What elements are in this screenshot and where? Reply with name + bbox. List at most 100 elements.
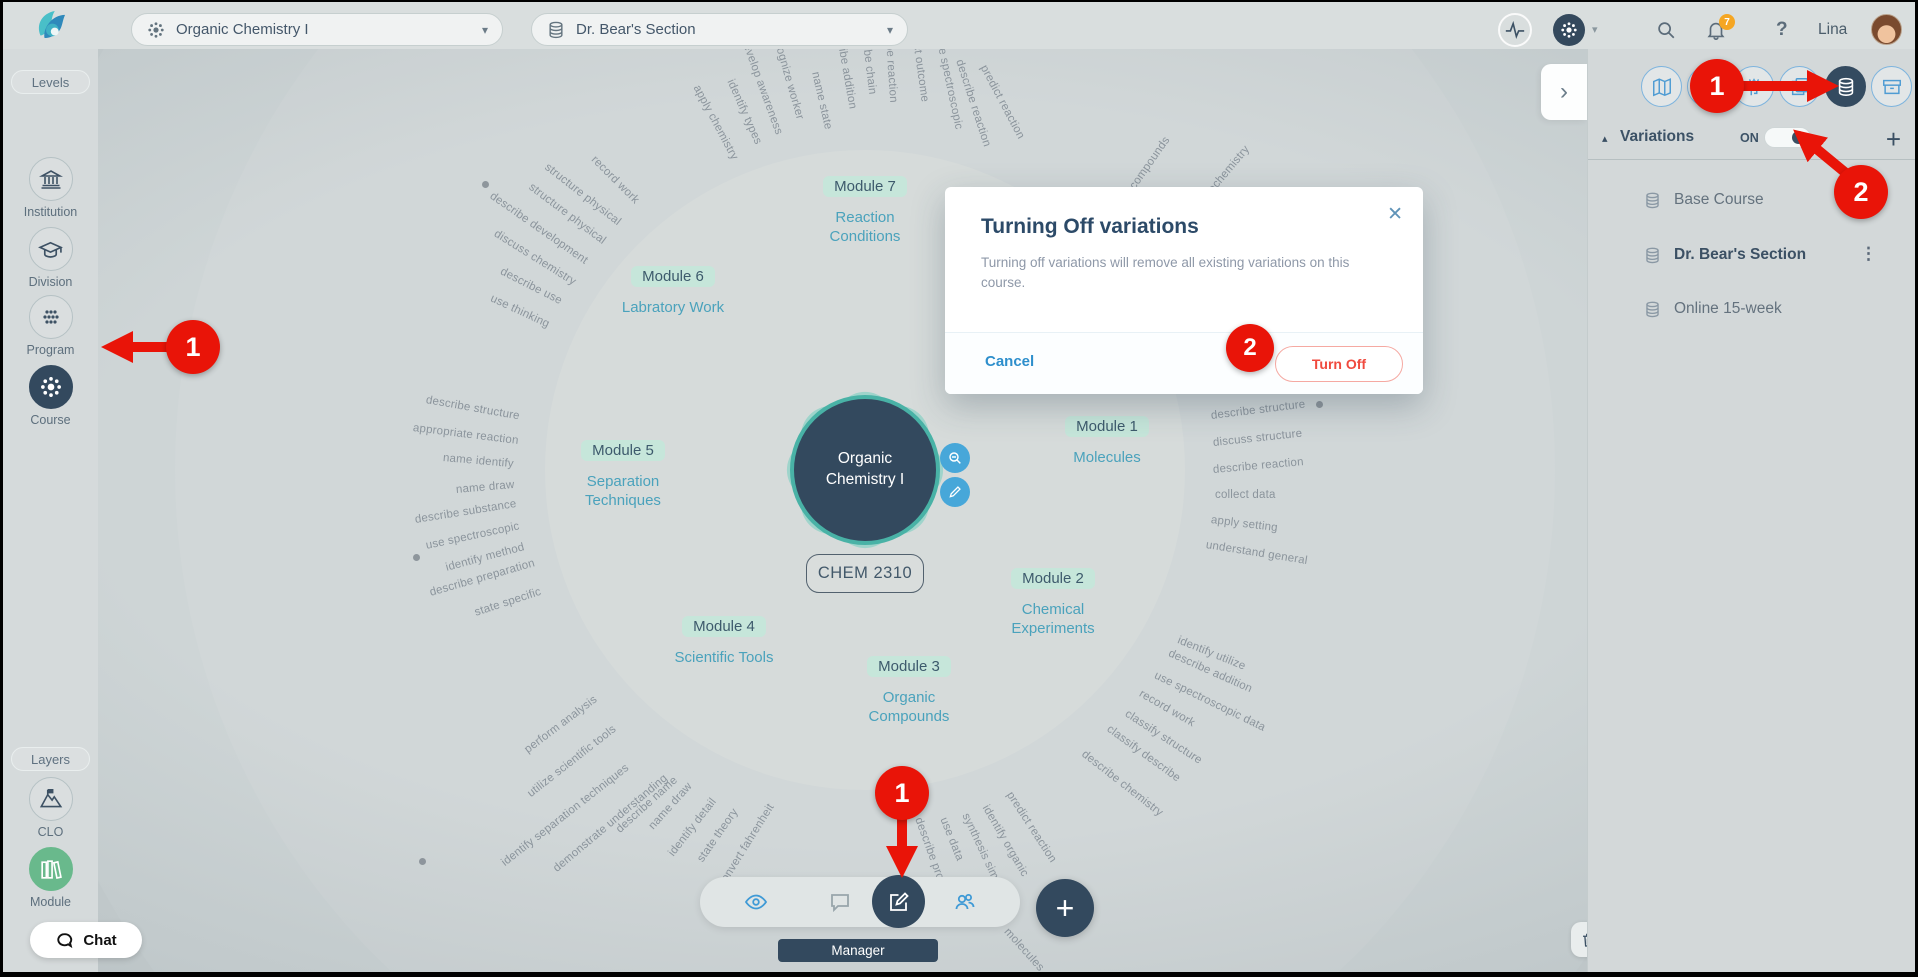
dialog-title: Turning Off variations: [981, 215, 1199, 238]
module-badge[interactable]: Module 5: [581, 440, 665, 461]
cancel-button[interactable]: Cancel: [985, 353, 1035, 370]
trash-button[interactable]: [1571, 922, 1587, 957]
variations-toggle[interactable]: [1764, 127, 1811, 148]
annotation-badge-1-database: 1: [1690, 59, 1744, 113]
sidebar-item-label: Institution: [23, 205, 78, 219]
add-variation-button[interactable]: +: [1885, 124, 1901, 154]
add-node-button[interactable]: +: [1036, 879, 1094, 937]
sidebar-item-institution[interactable]: Institution: [3, 157, 98, 219]
module-node-2[interactable]: Module 2 Chemical Experiments: [997, 568, 1109, 638]
module-name[interactable]: Reaction Conditions: [829, 209, 901, 246]
module-badge[interactable]: Module 7: [823, 176, 907, 197]
dialog-body-text: Turning off variations will remove all e…: [981, 255, 1350, 290]
bottom-toolbar: [700, 875, 1020, 928]
notifications-bell-icon[interactable]: [1705, 19, 1727, 41]
turn-off-button[interactable]: Turn Off: [1275, 346, 1403, 382]
levels-sidebar: Levels Institution Division Program Cour…: [3, 49, 98, 972]
books-icon: [41, 859, 62, 879]
molecule-icon: [146, 20, 166, 40]
archive-button[interactable]: [1871, 66, 1912, 107]
copy-pages-icon: [1791, 77, 1808, 95]
module-name[interactable]: Chemical Experiments: [1011, 601, 1095, 638]
view-eye-icon[interactable]: [744, 890, 768, 914]
chat-button[interactable]: Chat: [30, 922, 142, 958]
map-icon: [1652, 77, 1671, 96]
module-name[interactable]: Organic Compounds: [868, 689, 950, 726]
close-icon[interactable]: ✕: [1387, 204, 1403, 225]
zoom-out-node-button[interactable]: [940, 443, 970, 473]
module-node-4[interactable]: Module 4 Scientific Tools: [649, 616, 799, 667]
help-button[interactable]: ?: [1776, 19, 1788, 40]
screen: apply chemistry identify types develop awa…: [3, 2, 1915, 972]
module-name[interactable]: Separation Techniques: [585, 473, 661, 510]
molecule-icon: [1559, 20, 1579, 40]
module-badge[interactable]: Module 1: [1065, 416, 1149, 437]
top-bar: Organic Chemistry I ▾ Dr. Bear's Section…: [3, 2, 1915, 49]
module-badge[interactable]: Module 3: [867, 656, 951, 677]
course-center-node[interactable]: Organic Chemistry I: [790, 395, 940, 545]
user-avatar[interactable]: [1871, 14, 1902, 45]
panel-icon-row: [1588, 66, 1915, 110]
edit-mode-button[interactable]: [872, 875, 925, 928]
caret-down-icon[interactable]: ▾: [1592, 24, 1598, 36]
molecule-icon: [38, 374, 64, 400]
documents-button[interactable]: [1779, 66, 1820, 107]
notification-count-badge: 7: [1719, 14, 1735, 30]
search-icon[interactable]: [1655, 19, 1677, 41]
variation-name: Dr. Bear's Section: [1674, 246, 1807, 263]
module-name[interactable]: Molecules: [1073, 449, 1141, 466]
collapse-panel-tab[interactable]: ›: [1541, 64, 1587, 120]
module-name[interactable]: Scientific Tools: [674, 649, 774, 666]
variations-tab-button[interactable]: [1825, 66, 1866, 107]
outcome-dot: [1316, 401, 1323, 408]
course-selector-dropdown[interactable]: Organic Chemistry I ▾: [131, 13, 503, 46]
people-icon[interactable]: [952, 890, 976, 914]
course-code-pill[interactable]: CHEM 2310: [806, 554, 924, 593]
sidebar-item-label: Division: [28, 275, 73, 289]
module-node-3[interactable]: Module 3 Organic Compounds: [853, 656, 965, 726]
variations-state-label: ON: [1740, 131, 1759, 145]
sidebar-item-label: Module: [30, 895, 71, 909]
module-node-6[interactable]: Module 6 Labratory Work: [617, 266, 729, 317]
variation-row-base-course[interactable]: Base Course: [1588, 183, 1915, 219]
levels-title: Levels: [11, 70, 90, 94]
dialog-footer: Cancel Turn Off: [945, 332, 1423, 394]
comment-icon[interactable]: [828, 890, 852, 914]
database-icon: [1643, 300, 1662, 319]
variation-row-online-15-week[interactable]: Online 15-week: [1588, 292, 1915, 328]
workspace-molecule-button[interactable]: [1553, 14, 1585, 46]
annotation-badge-1-edit: 1: [875, 766, 929, 820]
sidebar-item-division[interactable]: Division: [3, 227, 98, 289]
annotation-badge-2-toggle: 2: [1834, 165, 1888, 219]
outcome-label: collect data: [1215, 489, 1276, 501]
app-logo[interactable]: [31, 7, 69, 45]
module-badge[interactable]: Module 2: [1011, 568, 1095, 589]
caret-down-icon: ▾: [481, 22, 488, 37]
section-selector-dropdown[interactable]: Dr. Bear's Section ▾: [531, 13, 908, 46]
module-node-1[interactable]: Module 1 Molecules: [1032, 416, 1182, 467]
sidebar-item-course[interactable]: Course: [3, 365, 98, 427]
chat-bubble-icon: [57, 932, 73, 948]
module-node-5[interactable]: Module 5 Separation Techniques: [567, 440, 679, 510]
user-name: Lina: [1818, 21, 1848, 38]
annotation-badge-1-course: 1: [166, 320, 220, 374]
plus-icon: +: [1055, 889, 1075, 926]
module-name[interactable]: Labratory Work: [621, 299, 725, 316]
activity-pulse-button[interactable]: [1498, 13, 1532, 47]
edit-square-pencil-icon: [889, 891, 909, 911]
module-node-7[interactable]: Module 7 Reaction Conditions: [809, 176, 921, 246]
kebab-menu-icon[interactable]: ⋮: [1860, 244, 1877, 263]
variation-row-dr-bears-section[interactable]: Dr. Bear's Section ⋮: [1588, 238, 1915, 274]
pulse-icon: [1505, 20, 1525, 40]
collapse-section-icon[interactable]: ▴: [1602, 133, 1608, 145]
sidebar-item-module[interactable]: Module: [3, 847, 98, 909]
gear-key-icon: [1746, 78, 1761, 95]
trash-icon: [1582, 933, 1587, 947]
sidebar-item-clo[interactable]: CLO: [3, 777, 98, 839]
map-view-button[interactable]: [1641, 66, 1682, 107]
sidebar-item-program[interactable]: Program: [3, 295, 98, 357]
module-badge[interactable]: Module 6: [631, 266, 715, 287]
institution-icon: [38, 170, 63, 189]
edit-node-button[interactable]: [940, 477, 970, 507]
module-badge[interactable]: Module 4: [682, 616, 766, 637]
